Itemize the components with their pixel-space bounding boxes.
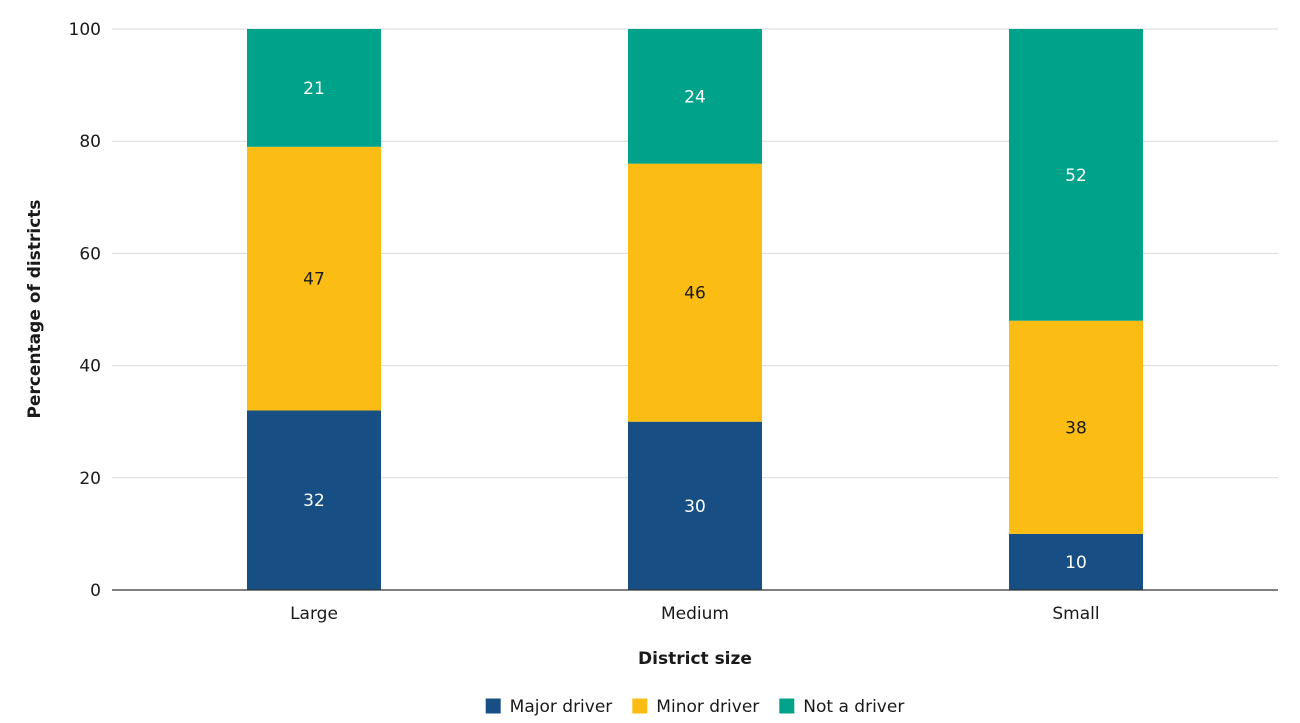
legend-swatch — [632, 698, 648, 714]
bar-segment — [628, 29, 762, 164]
legend-label: Not a driver — [803, 697, 904, 717]
legend-item: Minor driver — [632, 697, 759, 717]
bars — [247, 29, 1143, 590]
x-axis-title: District size — [638, 649, 752, 669]
bar-segment — [628, 163, 762, 422]
legend-swatch — [485, 698, 501, 714]
y-axis-title: Percentage of districts — [25, 199, 45, 418]
y-tick-label: 0 — [90, 581, 101, 601]
legend-label: Minor driver — [656, 697, 759, 717]
bar-segment — [247, 146, 381, 411]
x-axis-ticks: Large Medium Small — [290, 604, 1100, 624]
data-label: 24 — [684, 87, 706, 107]
data-label: 38 — [1065, 418, 1087, 438]
legend-item: Major driver — [485, 697, 613, 717]
legend-item: Not a driver — [779, 697, 904, 717]
x-tick-label: Small — [1052, 604, 1099, 624]
bar-segment — [247, 410, 381, 590]
data-label: 30 — [684, 497, 706, 517]
x-tick-label: Large — [290, 604, 338, 624]
data-label: 47 — [303, 270, 325, 290]
bar-segment — [1009, 29, 1143, 321]
y-tick-label: 60 — [79, 244, 101, 264]
y-axis-ticks: 0 20 40 60 80 100 — [69, 20, 101, 601]
bar-segment — [247, 29, 381, 147]
legend-label: Major driver — [510, 697, 613, 717]
y-tick-label: 80 — [79, 132, 101, 152]
data-label: 32 — [303, 491, 325, 511]
data-label: 10 — [1065, 553, 1087, 573]
legend-swatch — [779, 698, 795, 714]
data-label: 21 — [303, 79, 325, 99]
y-tick-label: 20 — [79, 469, 101, 489]
data-label: 46 — [684, 284, 706, 304]
data-labels: 32 47 21 30 46 24 10 38 52 — [303, 79, 1087, 573]
bar-segment — [1009, 320, 1143, 534]
bar-segment — [1009, 533, 1143, 590]
y-tick-label: 100 — [69, 20, 101, 40]
x-tick-label: Medium — [661, 604, 729, 624]
data-label: 52 — [1065, 166, 1087, 186]
legend: Major driver Minor driver Not a driver — [485, 697, 904, 717]
bar-segment — [628, 421, 762, 590]
y-tick-label: 40 — [79, 357, 101, 377]
